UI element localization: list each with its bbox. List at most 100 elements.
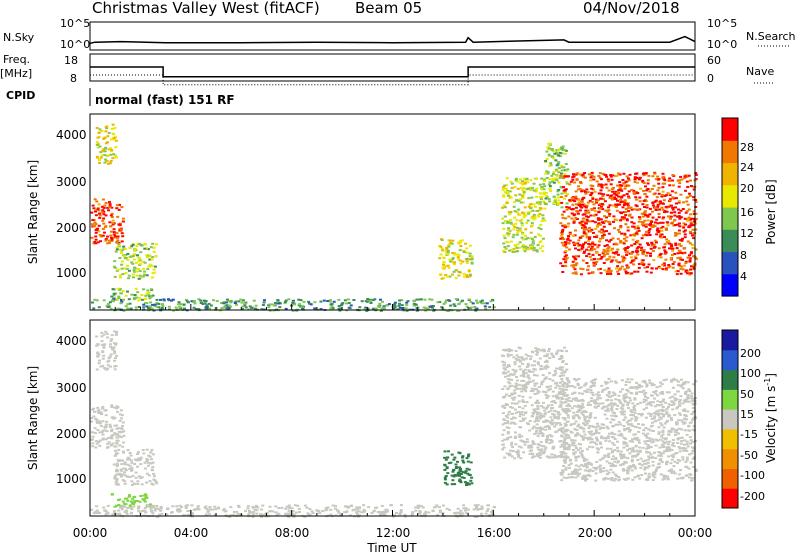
heat-cell (595, 234, 599, 237)
heat-cell (540, 177, 544, 180)
heat-cell (590, 385, 594, 387)
heat-cell (677, 232, 681, 235)
heat-cell (137, 277, 141, 280)
heat-cell (150, 482, 154, 485)
heat-cell (464, 242, 467, 245)
heat-cell (115, 269, 119, 272)
heat-cell (579, 273, 583, 276)
heat-cell (243, 302, 247, 305)
heat-cell (224, 514, 228, 517)
heat-cell (248, 305, 252, 308)
heat-cell (589, 389, 593, 392)
heat-cell (636, 192, 640, 194)
heat-cell (684, 269, 688, 272)
heat-cell (422, 306, 426, 309)
heat-cell (112, 294, 116, 297)
heat-cell (687, 467, 691, 470)
heat-cell (667, 205, 671, 208)
heat-cell (106, 242, 110, 245)
heat-cell (625, 395, 629, 398)
heat-cell (543, 193, 546, 196)
heat-cell (113, 154, 117, 157)
heat-cell (543, 350, 547, 353)
heat-cell (610, 259, 614, 262)
heat-cell (574, 197, 578, 200)
heat-cell (686, 256, 690, 259)
heat-cell (103, 429, 107, 432)
heat-cell (694, 173, 698, 176)
heat-cell (563, 422, 567, 425)
heat-cell (115, 207, 119, 210)
heat-cell (182, 514, 186, 517)
heat-cell (630, 244, 634, 247)
heat-cell (514, 386, 518, 389)
heat-cell (557, 161, 561, 164)
heat-cell (625, 203, 629, 205)
heat-cell (659, 455, 663, 457)
heat-cell (566, 238, 570, 240)
heat-cell (601, 184, 605, 186)
heat-cell (413, 506, 417, 509)
heat-cell (545, 385, 549, 388)
heat-cell (564, 149, 568, 152)
heat-cell (531, 412, 535, 414)
heat-cell (543, 203, 547, 205)
heat-cell (584, 382, 588, 385)
heat-cell (546, 366, 550, 369)
heat-cell (501, 412, 505, 415)
heat-cell (510, 418, 514, 420)
heat-cell (100, 154, 104, 157)
heat-cell (95, 299, 99, 302)
heat-cell (111, 223, 115, 226)
heat-cell (692, 212, 696, 215)
heat-cell (225, 307, 229, 310)
heat-cell (512, 248, 516, 251)
heat-cell (501, 439, 505, 442)
heat-cell (527, 381, 531, 384)
heat-cell (647, 243, 650, 246)
heat-cell (612, 256, 616, 259)
heat-cell (619, 402, 623, 405)
heat-cell (584, 474, 588, 477)
heat-cell (636, 270, 640, 273)
heat-cell (560, 479, 564, 482)
heat-cell (654, 413, 658, 415)
heat-cell (317, 510, 321, 512)
heat-cell (441, 249, 445, 252)
heat-cell (178, 306, 182, 309)
heat-cell (593, 210, 597, 212)
heat-cell (564, 225, 568, 228)
heat-cell (571, 272, 575, 275)
heat-cell (661, 446, 665, 449)
heat-cell (569, 424, 573, 427)
heat-cell (141, 275, 145, 278)
heat-cell (151, 466, 155, 469)
heat-cell (98, 512, 101, 514)
heat-cell (649, 404, 653, 407)
heat-cell (623, 234, 627, 237)
heat-cell (514, 179, 518, 182)
heat-cell (546, 389, 550, 392)
heat-cell (667, 391, 671, 394)
heat-cell (559, 174, 563, 177)
heat-cell (694, 212, 698, 215)
heat-cell (682, 449, 686, 452)
heat-cell (690, 452, 694, 455)
heat-cell (505, 177, 509, 180)
heat-cell (536, 361, 540, 364)
heat-cell (259, 513, 262, 516)
heat-cell (585, 466, 589, 469)
heat-cell (578, 209, 582, 212)
heat-cell (632, 463, 635, 466)
heat-cell (558, 148, 562, 151)
heat-cell (112, 300, 115, 303)
heat-cell (380, 504, 384, 507)
heat-cell (564, 243, 568, 246)
heat-cell (526, 219, 530, 222)
heat-cell (579, 222, 583, 225)
heat-cell (540, 405, 544, 408)
heat-cell (625, 469, 629, 472)
heat-cell (552, 413, 556, 416)
heat-cell (574, 433, 578, 436)
heat-cell (638, 477, 642, 480)
